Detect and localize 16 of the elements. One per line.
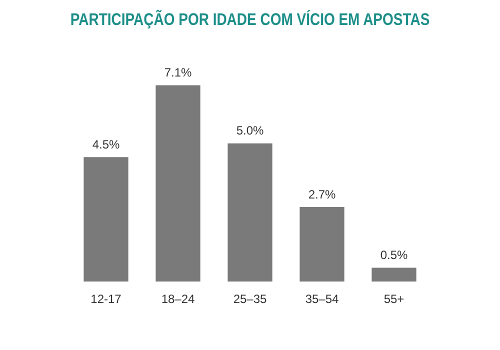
data-label: 4.5% (92, 137, 120, 152)
bar (300, 206, 344, 282)
bar (372, 268, 416, 282)
bar (84, 157, 128, 282)
x-tick-label: 12-17 (90, 292, 122, 306)
x-tick-label: 35–54 (305, 292, 340, 306)
chart-title: PARTICIPAÇÃO POR IDADE COM VÍCIO EM APOSTAS (70, 10, 430, 30)
bar (156, 85, 200, 282)
x-tick-label: 18–24 (161, 292, 196, 306)
data-label: 5.0% (236, 124, 264, 138)
x-tick-label: 55+ (384, 292, 404, 306)
x-tick-label: 25–35 (233, 292, 268, 306)
data-label: 7.1% (164, 66, 192, 80)
data-label: 2.7% (308, 187, 336, 202)
data-label: 0.5% (380, 248, 408, 262)
bar (228, 143, 272, 282)
